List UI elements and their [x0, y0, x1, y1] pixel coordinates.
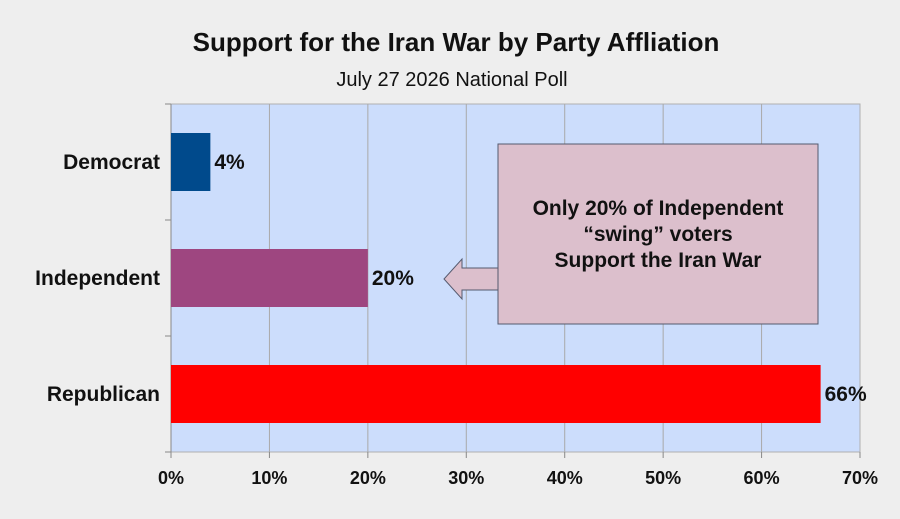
x-tick-label: 30%	[448, 468, 484, 488]
bar-republican	[171, 365, 821, 423]
bar-independent	[171, 249, 368, 307]
x-tick-label: 50%	[645, 468, 681, 488]
bar-democrat	[171, 133, 211, 191]
x-tick-label: 0%	[158, 468, 184, 488]
callout-box	[497, 143, 819, 325]
x-tick-label: 40%	[547, 468, 583, 488]
callout-annotation: Only 20% of Independent “swing” voters S…	[443, 143, 819, 325]
category-label-democrat: Democrat	[63, 151, 160, 174]
category-label-republican: Republican	[47, 383, 160, 406]
x-tick-label: 20%	[350, 468, 386, 488]
callout-line-2: “swing” voters	[583, 223, 732, 246]
chart-subtitle: July 27 2026 National Poll	[336, 69, 567, 91]
labels: 0% 10% 20% 30% 40% 50% 60% 70% Democrat 4% Indepen…	[35, 151, 878, 488]
data-label-independent: 20%	[372, 267, 414, 290]
callout-arrow	[443, 257, 499, 301]
x-tick-label: 10%	[251, 468, 287, 488]
callout-line-1: Only 20% of Independent	[533, 197, 784, 220]
category-label-independent: Independent	[35, 267, 160, 290]
x-tick-label: 70%	[842, 468, 878, 488]
x-tick-label: 60%	[744, 468, 780, 488]
bars	[171, 133, 821, 423]
callout-line-3: Support the Iran War	[555, 249, 762, 272]
chart-title: Support for the Iran War by Party Afflia…	[193, 27, 720, 57]
data-label-democrat: 4%	[214, 151, 245, 174]
data-label-republican: 66%	[825, 383, 867, 406]
